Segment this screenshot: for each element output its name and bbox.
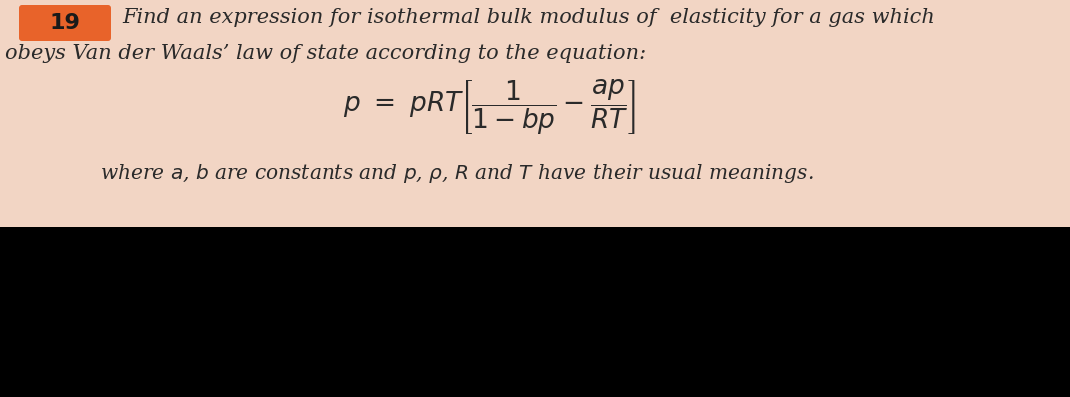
Bar xyxy=(0,0,1070,227)
Text: $p \ = \ pRT\left[\dfrac{1}{1-bp} - \dfrac{ap}{RT}\right]$: $p \ = \ pRT\left[\dfrac{1}{1-bp} - \dfr… xyxy=(343,78,637,137)
Text: Find an expression for isothermal bulk modulus of  elasticity for a gas which: Find an expression for isothermal bulk m… xyxy=(122,8,935,27)
FancyBboxPatch shape xyxy=(19,5,111,41)
Text: where $a$, $b$ are constants and $p$, $\rho$, $R$ and $T$ have their usual meani: where $a$, $b$ are constants and $p$, $\… xyxy=(100,162,814,185)
Text: 19: 19 xyxy=(49,13,80,33)
Text: obeys Van der Waals’ law of state according to the equation:: obeys Van der Waals’ law of state accord… xyxy=(5,44,646,63)
